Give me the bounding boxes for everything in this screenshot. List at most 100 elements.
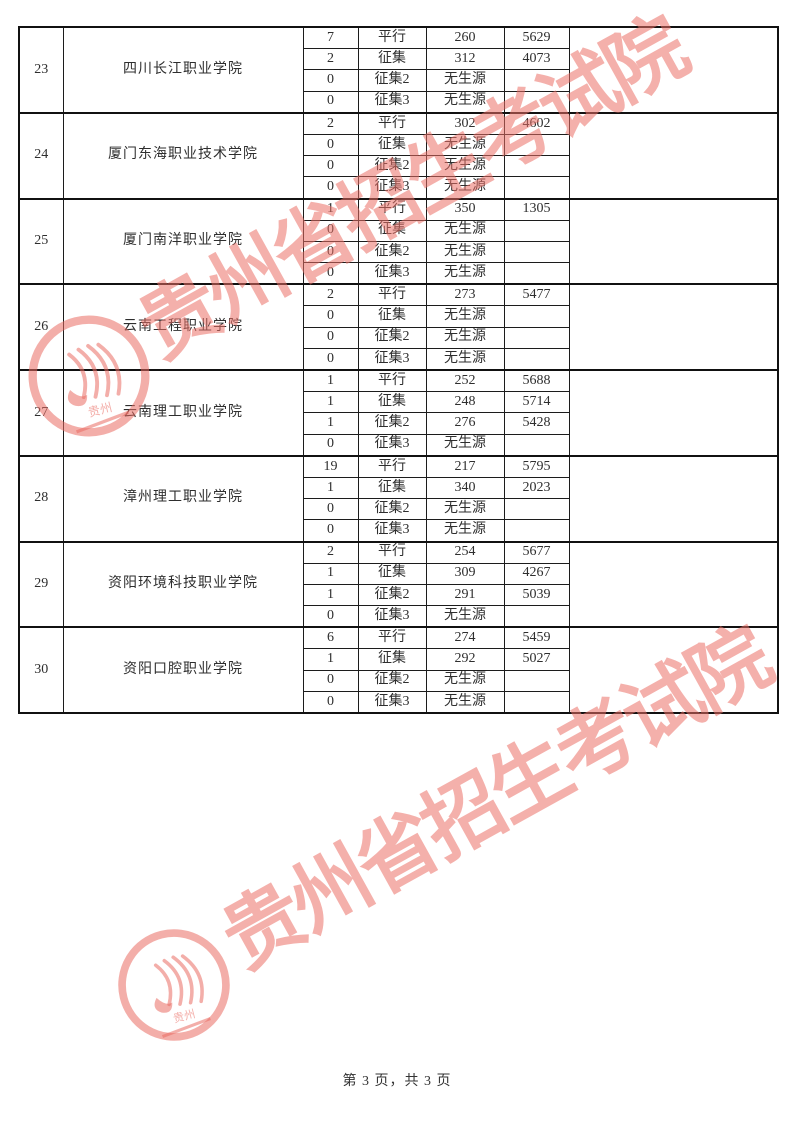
college-cell: 资阳环境科技职业学院	[62, 540, 304, 628]
round-cell: 征集	[357, 133, 427, 157]
admissions-table: 23 四川长江职业学院 7 平行 260 5629 2 征集 312 4073 0 征集2 无生源 0…	[18, 26, 779, 714]
table-row: 24 厦门东海职业技术学院 2 平行 302 4602	[18, 111, 779, 199]
score-cell: 248	[425, 391, 505, 414]
table-row: 0 征集2 无生源	[19, 326, 778, 349]
count-cell: 0	[302, 69, 359, 92]
rank-cell	[503, 690, 570, 714]
score-cell: 无生源	[425, 669, 505, 692]
round-cell: 征集3	[357, 347, 427, 371]
score-cell: 无生源	[425, 326, 505, 349]
score-cell: 260	[425, 26, 505, 50]
count-cell: 0	[302, 240, 359, 264]
seq-cell: 26	[18, 283, 64, 371]
table-row: 0 征集2 无生源	[19, 498, 778, 521]
remark-cell	[568, 626, 779, 714]
count-cell: 0	[302, 347, 359, 371]
rank-cell	[503, 433, 570, 457]
count-cell: 6	[302, 626, 359, 650]
admissions-table-body: 23 四川长江职业学院 7 平行 260 5629 2 征集 312 4073 0 征集2 无生源 0…	[18, 26, 779, 714]
rank-cell	[503, 305, 570, 328]
round-cell: 征集	[357, 219, 427, 242]
college-cell: 厦门东海职业技术学院	[62, 111, 304, 199]
score-cell: 无生源	[425, 219, 505, 242]
table-row: 0 征集2 无生源	[19, 240, 778, 264]
table-row: 23 四川长江职业学院 7 平行 260 5629	[18, 26, 779, 114]
rank-cell	[503, 176, 570, 199]
score-cell: 无生源	[425, 90, 505, 114]
table-row: 0 征集3 无生源	[19, 90, 778, 114]
remark-cell	[568, 26, 779, 114]
count-cell: 0	[302, 519, 359, 542]
seq-cell: 29	[18, 540, 64, 628]
round-cell: 平行	[357, 283, 427, 307]
score-cell: 312	[425, 48, 505, 71]
score-cell: 无生源	[425, 176, 505, 199]
count-cell: 0	[302, 669, 359, 692]
round-cell: 征集	[357, 648, 427, 671]
round-cell: 平行	[357, 111, 427, 135]
score-cell: 无生源	[425, 69, 505, 92]
table-row: 28 漳州理工职业学院 19 平行 217 5795	[18, 454, 779, 542]
rank-cell	[503, 498, 570, 521]
round-cell: 平行	[357, 197, 427, 221]
score-cell: 350	[425, 197, 505, 221]
rank-cell: 5039	[503, 583, 570, 607]
score-cell: 291	[425, 583, 505, 607]
rank-cell	[503, 262, 570, 285]
seq-cell: 25	[18, 197, 64, 285]
rank-cell	[503, 219, 570, 242]
count-cell: 0	[302, 690, 359, 714]
round-cell: 平行	[357, 626, 427, 650]
table-row: 0 征集2 无生源	[19, 669, 778, 692]
count-cell: 1	[302, 197, 359, 221]
table-row: 27 云南理工职业学院 1 平行 252 5688	[18, 369, 779, 457]
score-cell: 无生源	[425, 240, 505, 264]
table-row: 25 厦门南洋职业学院 1 平行 350 1305	[18, 197, 779, 285]
count-cell: 1	[302, 562, 359, 585]
round-cell: 平行	[357, 454, 427, 478]
seq-cell: 24	[18, 111, 64, 199]
count-cell: 0	[302, 498, 359, 521]
college-cell: 四川长江职业学院	[62, 26, 304, 114]
count-cell: 0	[302, 605, 359, 628]
rank-cell: 4602	[503, 111, 570, 135]
college-cell: 厦门南洋职业学院	[62, 197, 304, 285]
score-cell: 274	[425, 626, 505, 650]
college-cell: 漳州理工职业学院	[62, 454, 304, 542]
score-cell: 340	[425, 476, 505, 500]
count-cell: 0	[302, 326, 359, 349]
rank-cell: 5629	[503, 26, 570, 50]
table-row: 30 资阳口腔职业学院 6 平行 274 5459	[18, 626, 779, 714]
count-cell: 0	[302, 262, 359, 285]
rank-cell: 5688	[503, 369, 570, 393]
score-cell: 302	[425, 111, 505, 135]
remark-cell	[568, 369, 779, 457]
score-cell: 无生源	[425, 347, 505, 371]
score-cell: 无生源	[425, 433, 505, 457]
score-cell: 无生源	[425, 605, 505, 628]
round-cell: 征集2	[357, 240, 427, 264]
count-cell: 19	[302, 454, 359, 478]
count-cell: 0	[302, 305, 359, 328]
table-row: 0 征集3 无生源	[19, 690, 778, 714]
score-cell: 无生源	[425, 133, 505, 157]
college-cell: 云南理工职业学院	[62, 369, 304, 457]
table-row: 1 征集2 276 5428	[19, 412, 778, 435]
seal-stamp-icon: 贵州	[118, 929, 230, 1041]
rank-cell	[503, 347, 570, 371]
seq-cell: 27	[18, 369, 64, 457]
table-row: 0 征集3 无生源	[19, 262, 778, 285]
rank-cell: 5428	[503, 412, 570, 435]
count-cell: 1	[302, 391, 359, 414]
count-cell: 0	[302, 133, 359, 157]
remark-cell	[568, 283, 779, 371]
score-cell: 无生源	[425, 305, 505, 328]
count-cell: 2	[302, 283, 359, 307]
rank-cell: 2023	[503, 476, 570, 500]
seal-label: 贵州	[172, 1008, 197, 1026]
score-cell: 292	[425, 648, 505, 671]
count-cell: 1	[302, 476, 359, 500]
score-cell: 无生源	[425, 262, 505, 285]
score-cell: 无生源	[425, 519, 505, 542]
count-cell: 0	[302, 176, 359, 199]
